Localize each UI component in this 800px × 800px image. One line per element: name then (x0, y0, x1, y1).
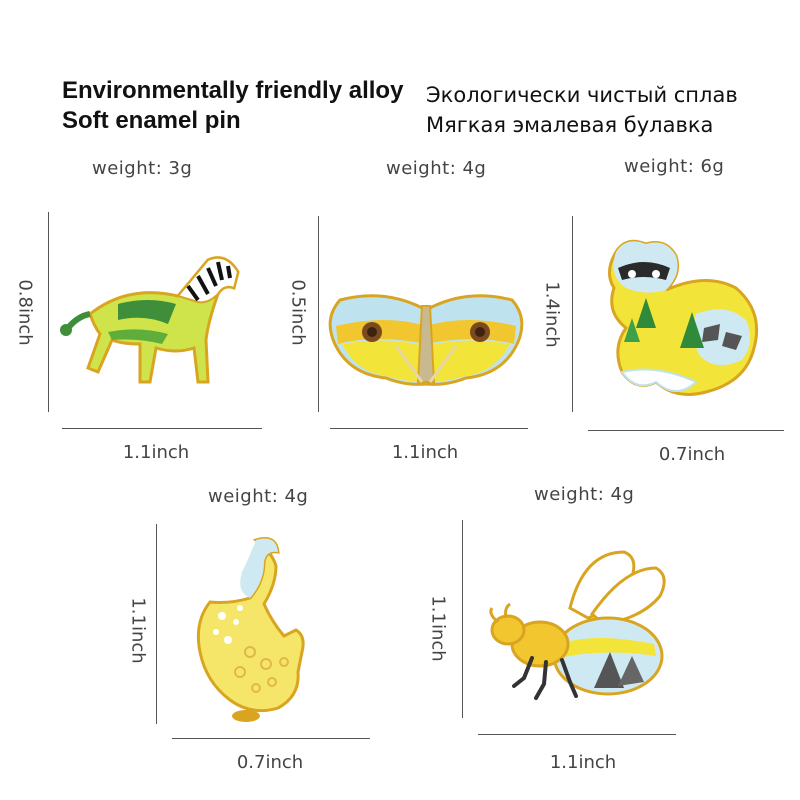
weight-label: weight: 4g (386, 158, 487, 179)
title-ru-line1: Экологически чистый сплав (426, 83, 738, 107)
raccoon-pin-image (596, 232, 766, 404)
title-ru-line2: Мягкая эмалевая булавка (426, 113, 714, 137)
height-dimension-line (572, 216, 573, 412)
title-en-line2: Soft enamel pin (62, 107, 241, 134)
width-label: 1.1inch (549, 752, 617, 773)
width-dimension-line (478, 734, 676, 735)
width-label: 0.7inch (658, 444, 726, 465)
height-label: 1.1inch (427, 595, 449, 662)
width-dimension-line (172, 738, 370, 739)
height-dimension-line (48, 212, 49, 412)
height-label: 1.4inch (541, 281, 563, 348)
weight-label: weight: 4g (208, 486, 309, 507)
width-label: 1.1inch (122, 442, 190, 463)
height-label: 0.8inch (14, 279, 36, 346)
width-dimension-line (330, 428, 528, 429)
height-dimension-line (156, 524, 157, 724)
height-label: 0.5inch (287, 279, 309, 346)
height-label: 1.1inch (127, 597, 149, 664)
butterfly-pin-image (326, 286, 526, 392)
width-label: 0.7inch (236, 752, 304, 773)
title-en-line1: Environmentally friendly alloy (62, 77, 404, 104)
zebra-pin-image (58, 244, 248, 394)
width-dimension-line (588, 430, 784, 431)
leopard-pin-image (180, 532, 316, 722)
height-dimension-line (462, 520, 463, 718)
bee-pin-image (484, 548, 674, 712)
width-dimension-line (62, 428, 262, 429)
weight-label: weight: 6g (624, 156, 725, 177)
weight-label: weight: 3g (92, 158, 193, 179)
width-label: 1.1inch (391, 442, 459, 463)
weight-label: weight: 4g (534, 484, 635, 505)
height-dimension-line (318, 216, 319, 412)
